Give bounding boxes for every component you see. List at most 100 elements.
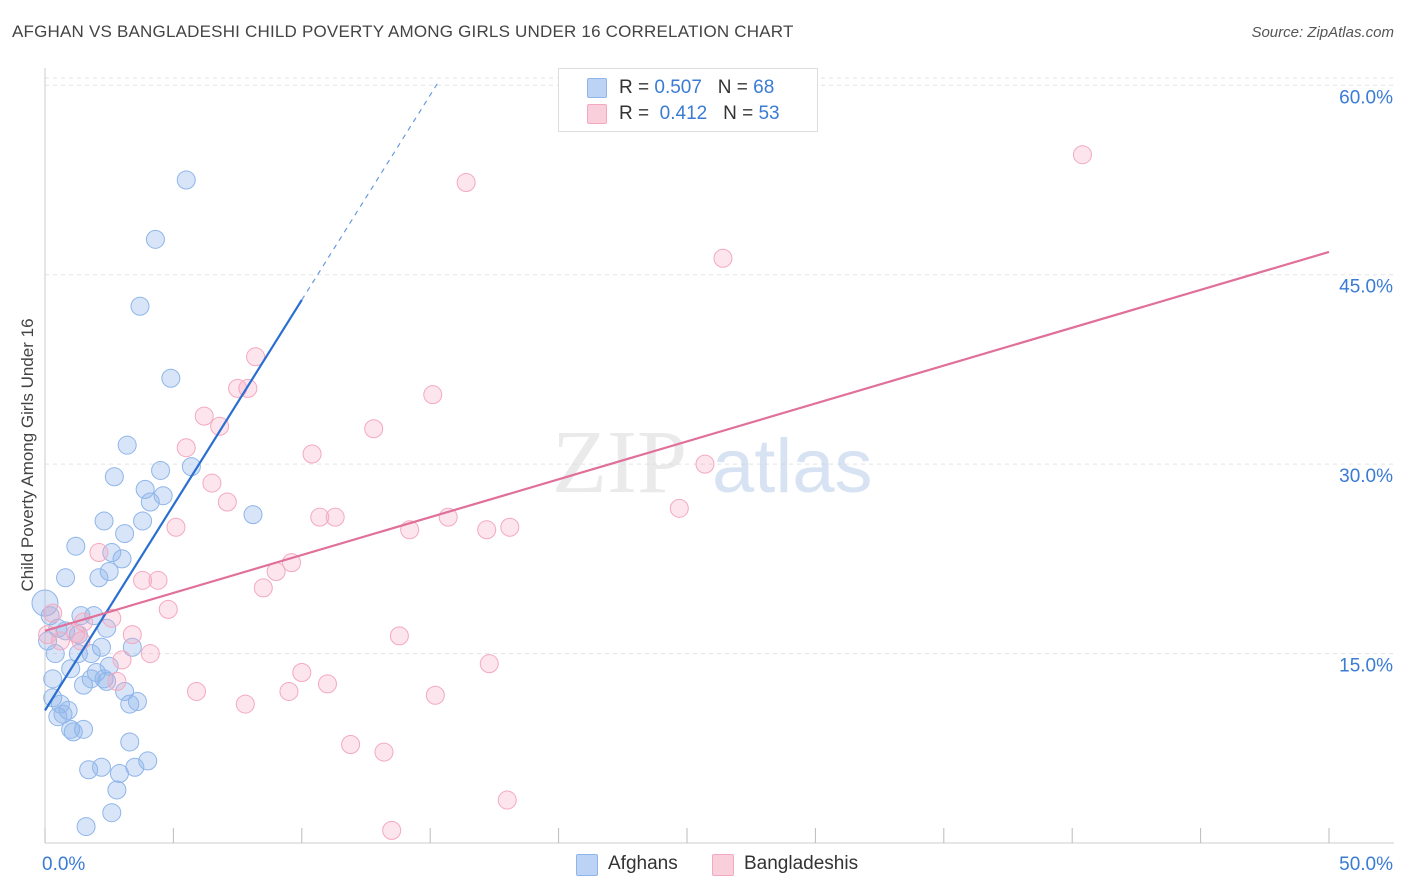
bangladeshis-point xyxy=(279,681,299,701)
afghans-point xyxy=(74,719,94,739)
afghans-point xyxy=(99,561,119,581)
bangladeshis-point xyxy=(166,517,186,537)
afghans-point xyxy=(56,568,76,588)
axes xyxy=(44,68,1394,844)
bangladeshis-point xyxy=(112,650,132,670)
afghans-point xyxy=(161,368,181,388)
afghans-trend-line xyxy=(44,299,303,711)
afghans-swatch xyxy=(587,78,607,98)
afghans-point xyxy=(89,568,109,588)
bangladeshis-point xyxy=(235,694,255,714)
afghans-point xyxy=(74,675,94,695)
bangladeshis-point xyxy=(89,543,109,563)
bangladeshis-point xyxy=(477,520,497,540)
bangladeshis-legend-swatch xyxy=(712,854,734,876)
afghans-point xyxy=(66,536,86,556)
afghans-point xyxy=(115,524,135,544)
bangladeshis-point xyxy=(317,674,337,694)
bangladeshis-point xyxy=(497,790,517,810)
bangladeshis-point xyxy=(194,406,214,426)
tick-labels: 15.0% 30.0% 45.0% 60.0% 0.0% 50.0% xyxy=(42,87,1393,875)
afghans-point xyxy=(133,511,153,531)
afghans-point xyxy=(120,694,140,714)
afghans-point xyxy=(115,681,135,701)
chart-title: AFGHAN VS BANGLADESHI CHILD POVERTY AMON… xyxy=(12,22,794,41)
afghans-point xyxy=(43,669,63,689)
watermark-atlas: atlas xyxy=(712,424,873,509)
afghans-point xyxy=(94,511,114,531)
bangladeshis-point xyxy=(202,473,222,493)
bangladeshis-swatch xyxy=(587,104,607,124)
bangladeshis-point xyxy=(107,671,127,691)
gridlines xyxy=(45,77,1394,655)
bangladeshis-point xyxy=(425,685,445,705)
y-tick-label: 15.0% xyxy=(1339,656,1393,677)
afghans-point xyxy=(76,817,96,837)
afghans-point xyxy=(135,479,155,499)
bangladeshis-point xyxy=(176,438,196,458)
bangladeshis-point xyxy=(43,603,63,623)
afghans-point xyxy=(31,589,59,617)
afghans-point xyxy=(151,460,171,480)
bangladeshis-point xyxy=(479,654,499,674)
afghans-point xyxy=(112,549,132,569)
afghans-point xyxy=(127,692,147,712)
afghans-point xyxy=(130,296,150,316)
afghans-point xyxy=(91,637,111,657)
bangladeshis-point xyxy=(423,385,443,405)
x-tick-label: 50.0% xyxy=(1339,854,1393,875)
watermark-zip: ZIP xyxy=(552,413,687,512)
bangladeshis-point xyxy=(310,507,330,527)
bangladeshis-point xyxy=(246,347,266,367)
bangladeshis-point xyxy=(140,644,160,664)
bangladeshis-point xyxy=(302,444,322,464)
bangladeshis-point xyxy=(364,419,384,439)
bangladeshis-point xyxy=(122,625,142,645)
y-tick-label: 30.0% xyxy=(1339,466,1393,487)
afghans-trend-extension xyxy=(301,82,439,301)
bangladeshis-trend-line xyxy=(44,250,1330,632)
bangladeshis-point xyxy=(253,578,273,598)
data-points xyxy=(31,145,1092,840)
bangladeshis-point xyxy=(325,507,345,527)
afghans-point xyxy=(48,618,68,638)
y-axis-label: Child Poverty Among Girls Under 16 xyxy=(18,318,37,591)
afghans-point xyxy=(145,229,165,249)
bangladeshis-point xyxy=(217,492,237,512)
bangladeshis-point xyxy=(500,517,520,537)
afghans-point xyxy=(107,780,127,800)
bangladeshis-point xyxy=(158,599,178,619)
bangladeshis-point xyxy=(713,248,733,268)
bangladeshis-point xyxy=(1072,145,1092,165)
bangladeshis-point xyxy=(133,570,153,590)
bangladeshis-point xyxy=(382,820,402,840)
bangladeshis-point xyxy=(148,570,168,590)
y-tick-label: 45.0% xyxy=(1339,277,1393,298)
bangladeshis-point xyxy=(341,734,361,754)
x-tick-label: 0.0% xyxy=(42,854,85,875)
bangladeshis-point xyxy=(50,631,70,651)
bangladeshis-point xyxy=(187,681,207,701)
bangladeshis-point xyxy=(389,626,409,646)
afghans-legend-swatch xyxy=(576,854,598,876)
bangladeshis-point xyxy=(669,498,689,518)
bangladeshis-point xyxy=(695,454,715,474)
legend-bangladeshis-text: R = 0.412 N = 53 xyxy=(619,103,780,124)
afghans-point xyxy=(91,757,111,777)
y-tick-label: 60.0% xyxy=(1339,87,1393,108)
bangladeshis-point xyxy=(292,663,312,683)
afghans-point xyxy=(102,803,122,823)
afghans-point xyxy=(58,700,78,720)
afghans-point xyxy=(243,505,263,525)
bangladeshis-point xyxy=(282,553,302,573)
afghans-point xyxy=(48,707,68,727)
afghans-point xyxy=(104,467,124,487)
bangladeshis-point xyxy=(210,416,230,436)
afghans-point xyxy=(45,644,65,664)
afghans-legend-label: Afghans xyxy=(608,853,678,874)
legend-afghans-text: R = 0.507 N = 68 xyxy=(619,77,775,98)
afghans-point xyxy=(176,170,196,190)
correlation-legend: R = 0.507 N = 68 R = 0.412 N = 53 xyxy=(558,68,818,132)
trend-lines xyxy=(44,82,1330,711)
